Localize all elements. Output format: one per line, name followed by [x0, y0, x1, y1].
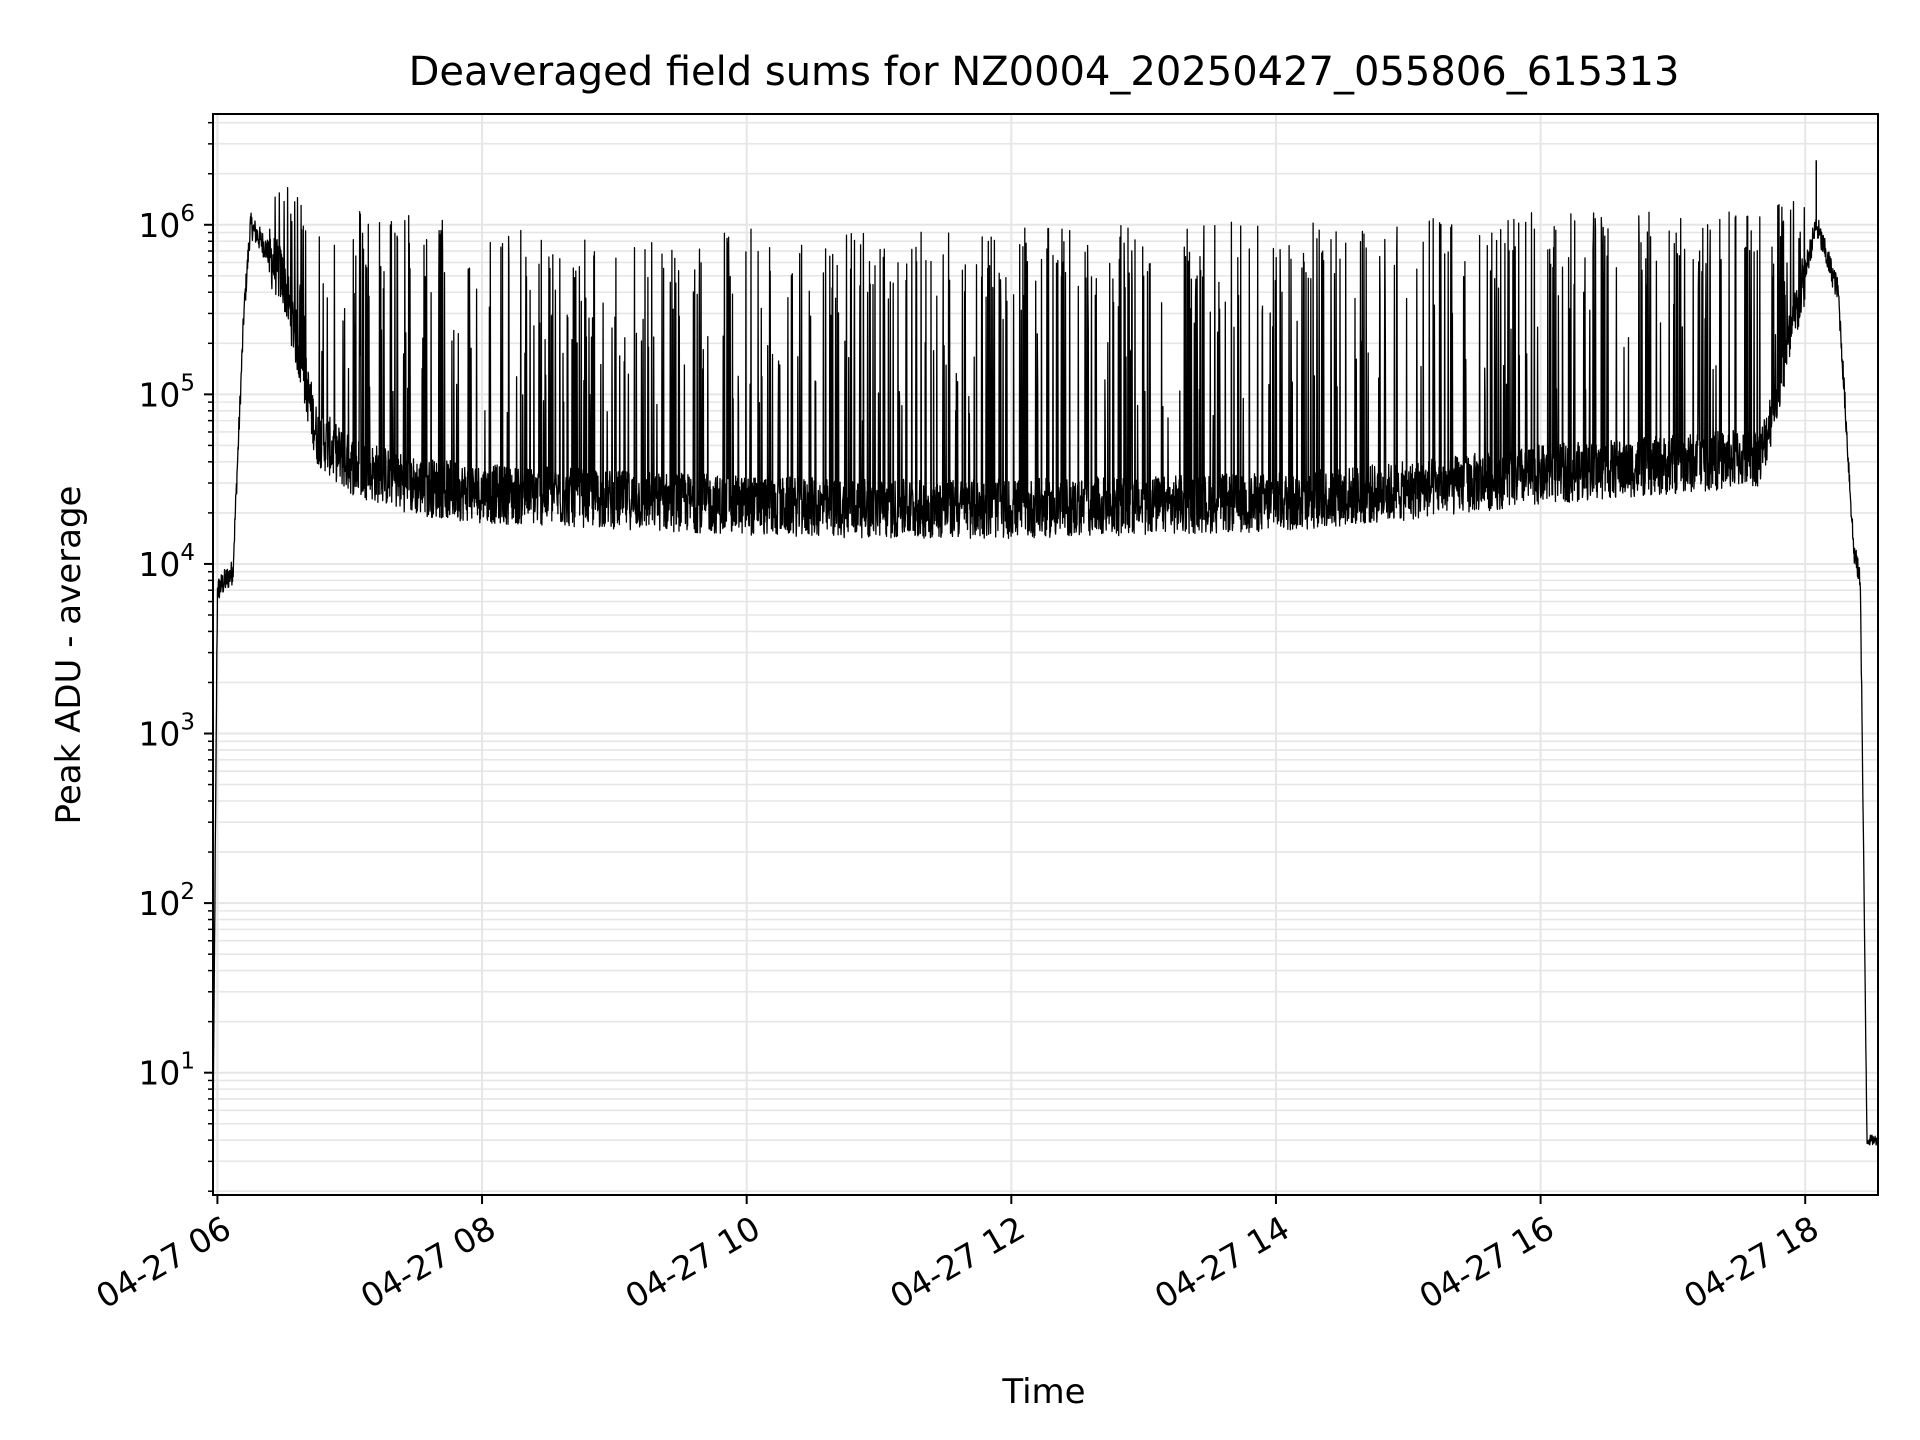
x-tick-label: 04-27 12 [883, 1208, 1031, 1316]
y-tick-label: 106 [138, 201, 195, 245]
x-axis: 04-27 06 04-27 08 04-27 10 04-27 12 04-27 14… [89, 1195, 1825, 1316]
y-tick-exponent: 2 [180, 879, 195, 905]
y-tick-exponent: 1 [180, 1049, 195, 1075]
x-tick-label: 04-27 10 [619, 1208, 767, 1316]
x-tick-label: 04-27 18 [1677, 1208, 1825, 1316]
y-tick-label: 104 [138, 540, 195, 584]
chart-title: Deaveraged field sums for NZ0004_2025042… [409, 49, 1680, 95]
y-axis-label: Peak ADU - average [49, 486, 89, 825]
plot-frame [212, 113, 1879, 1196]
x-tick-label: 04-27 14 [1148, 1208, 1296, 1316]
y-tick-base: 10 [138, 715, 180, 754]
x-tick-label: 04-27 08 [354, 1208, 502, 1316]
y-tick-label: 105 [138, 370, 195, 414]
y-tick-label: 102 [138, 879, 195, 923]
grid [213, 114, 1878, 1195]
y-tick-base: 10 [138, 206, 180, 245]
y-tick-label: 101 [138, 1049, 195, 1093]
y-tick-exponent: 6 [180, 201, 195, 227]
x-axis-label: Time [1001, 1372, 1085, 1412]
y-tick-base: 10 [138, 1054, 180, 1093]
series-path [212, 187, 1879, 1146]
y-tick-label: 103 [138, 710, 195, 754]
y-tick-base: 10 [138, 545, 180, 584]
series-line [212, 160, 1879, 1146]
y-tick-exponent: 4 [180, 540, 195, 566]
x-tick-label: 04-27 16 [1413, 1208, 1561, 1316]
y-tick-exponent: 5 [180, 370, 195, 396]
x-tick-label: 04-27 06 [89, 1208, 237, 1316]
y-tick-base: 10 [138, 375, 180, 414]
y-tick-base: 10 [138, 884, 180, 923]
y-tick-exponent: 3 [180, 710, 195, 736]
